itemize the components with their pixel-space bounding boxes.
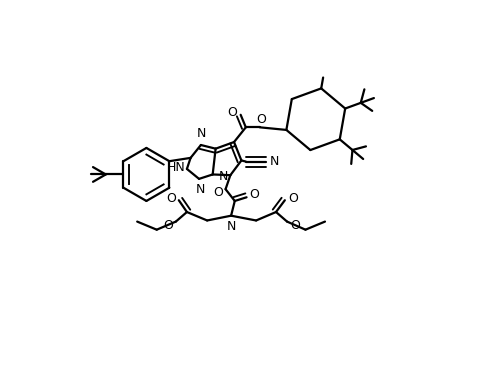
Text: O: O [250, 188, 259, 201]
Text: HN: HN [167, 161, 185, 174]
Text: N: N [196, 183, 205, 196]
Text: O: O [288, 192, 298, 205]
Text: O: O [213, 186, 223, 198]
Text: O: O [163, 219, 173, 232]
Text: N: N [227, 220, 236, 233]
Text: O: O [166, 192, 176, 205]
Text: N: N [197, 128, 206, 141]
Text: N: N [269, 155, 279, 168]
Text: O: O [290, 219, 300, 232]
Text: O: O [228, 106, 238, 119]
Text: O: O [256, 113, 266, 126]
Text: N: N [219, 170, 229, 183]
